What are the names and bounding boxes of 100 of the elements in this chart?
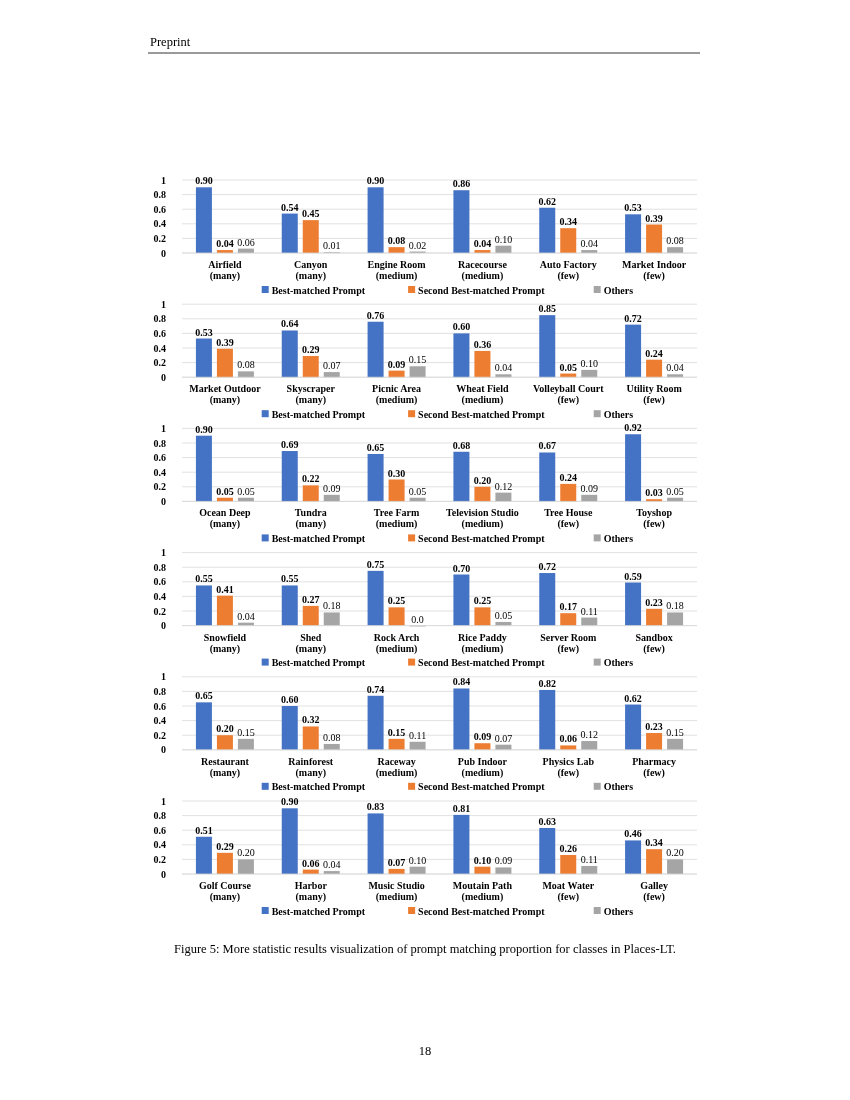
x-tick-label: Engine Room (medium) <box>367 259 427 282</box>
y-tick-label: 0.2 <box>153 853 166 865</box>
legend-label: Second Best-matched Prompt <box>418 532 546 544</box>
data-label: 0.11 <box>409 729 427 741</box>
data-label: 0.08 <box>237 359 255 371</box>
data-label: 0.69 <box>281 439 299 451</box>
data-label: 0.72 <box>538 561 556 573</box>
data-label: 0.92 <box>624 422 642 434</box>
data-label: 0.01 <box>323 240 341 252</box>
data-label: 0.32 <box>302 714 320 726</box>
x-tick-label: Pharmacy (few) <box>632 755 677 779</box>
data-label: 0.04 <box>237 610 255 622</box>
y-tick-label: 0.6 <box>153 452 166 464</box>
data-label: 0.36 <box>473 338 492 350</box>
data-label: 0.84 <box>452 676 471 688</box>
y-tick-label: 0.8 <box>153 437 166 449</box>
y-tick-label: 1 <box>161 422 166 434</box>
x-tick-label: Tree Farm (medium) <box>373 507 420 531</box>
data-label: 0.27 <box>302 593 320 605</box>
data-label: 0.20 <box>237 847 255 859</box>
data-label: 0.03 <box>645 487 663 499</box>
data-label: 0.07 <box>494 732 513 744</box>
x-tick-label: Canyon (many) <box>294 259 328 282</box>
data-label: 0.64 <box>281 318 299 330</box>
data-label: 0.23 <box>645 721 663 733</box>
data-label: 0.34 <box>559 216 577 228</box>
y-tick-label: 1 <box>161 795 166 807</box>
legend-label: Best-matched Prompt <box>271 532 366 544</box>
x-tick-label: Sandbox (few) <box>635 631 673 655</box>
x-tick-label: Shed (many) <box>295 631 327 655</box>
x-tick-label: Server Room (few) <box>540 631 598 655</box>
x-tick-label: Ocean Deep (many) <box>199 507 252 531</box>
data-label: 0.63 <box>538 816 556 828</box>
data-label: 0.25 <box>473 595 492 607</box>
x-tick-label: Skyscraper (many) <box>286 383 336 407</box>
legend-label: Others <box>603 532 634 544</box>
x-tick-label: Raceway (medium) <box>375 755 418 779</box>
x-tick-label: Auto Factory (few) <box>539 259 597 282</box>
data-label: 0.30 <box>387 467 406 479</box>
data-label: 0.04 <box>323 859 341 871</box>
data-label: 0.15 <box>387 726 406 738</box>
y-tick-label: 0.4 <box>153 342 166 354</box>
data-label: 0.72 <box>624 312 642 324</box>
data-label: 0.70 <box>452 562 471 574</box>
legend-label: Others <box>603 284 634 296</box>
data-label: 0.12 <box>580 729 598 741</box>
x-tick-label: Wheat Field (medium) <box>456 383 510 407</box>
data-label: 0.08 <box>666 235 684 247</box>
data-label: 0.55 <box>195 573 213 585</box>
y-tick-label: 0.2 <box>153 232 166 244</box>
y-tick-label: 0.8 <box>153 810 166 822</box>
data-label: 0.0 <box>411 613 424 625</box>
data-label: 0.41 <box>216 583 234 595</box>
data-label: 0.82 <box>538 677 556 689</box>
data-label: 0.05 <box>408 485 427 497</box>
data-label: 0.60 <box>281 694 299 705</box>
data-label: 0.20 <box>216 723 234 735</box>
x-tick-label: Moat Water (few) <box>542 880 595 903</box>
legend-label: Second Best-matched Prompt <box>418 284 546 296</box>
data-label: 0.55 <box>281 573 299 585</box>
x-tick-label: Utility Room (few) <box>626 383 683 407</box>
y-tick-label: 0 <box>161 868 166 880</box>
x-tick-label: Volleyball Court (few) <box>533 383 605 407</box>
x-tick-label: Picnic Area (medium) <box>372 383 422 407</box>
text: 18 <box>418 1044 432 1058</box>
x-tick-label: Rainforest (many) <box>288 755 334 779</box>
legend-label: Best-matched Prompt <box>271 657 366 669</box>
legend-label: Others <box>603 657 634 669</box>
data-label: 0.11 <box>580 605 598 617</box>
data-label: 0.46 <box>624 828 642 840</box>
data-label: 0.67 <box>538 440 556 452</box>
text: Preprint <box>150 35 191 49</box>
caption: Figure 5: More statistic results visualization of prompt matching proportion for classes in Places-LT. <box>174 942 676 956</box>
data-label: 0.76 <box>366 309 385 321</box>
legend-label: Others <box>603 905 634 917</box>
data-label: 0.45 <box>302 208 320 220</box>
data-label: 0.08 <box>387 235 406 247</box>
x-tick-label: Tree House (few) <box>544 507 593 531</box>
data-label: 0.90 <box>195 423 213 435</box>
legend-label: Second Best-matched Prompt <box>418 657 546 669</box>
y-tick-label: 0 <box>161 247 166 259</box>
data-label: 0.39 <box>216 336 234 348</box>
y-tick-label: 0 <box>161 371 166 383</box>
data-label: 0.12 <box>494 480 513 492</box>
data-label: 0.83 <box>366 801 385 813</box>
x-tick-label: Golf Course (many) <box>198 880 252 903</box>
y-tick-label: 0.4 <box>153 466 166 478</box>
data-label: 0.06 <box>302 857 320 869</box>
y-tick-label: 0.6 <box>153 576 166 588</box>
data-label: 0.07 <box>323 360 341 372</box>
y-tick-label: 0.4 <box>153 218 166 230</box>
data-label: 0.65 <box>366 441 385 453</box>
y-tick-label: 0.2 <box>153 605 166 617</box>
data-label: 0.90 <box>366 175 385 187</box>
y-tick-label: 0.4 <box>153 715 166 727</box>
x-tick-label: Pub Indoor (medium) <box>457 755 508 779</box>
data-label: 0.15 <box>666 726 684 738</box>
data-label: 0.39 <box>645 212 663 224</box>
y-tick-label: 0.8 <box>153 189 166 201</box>
y-tick-label: 0.6 <box>153 327 166 339</box>
